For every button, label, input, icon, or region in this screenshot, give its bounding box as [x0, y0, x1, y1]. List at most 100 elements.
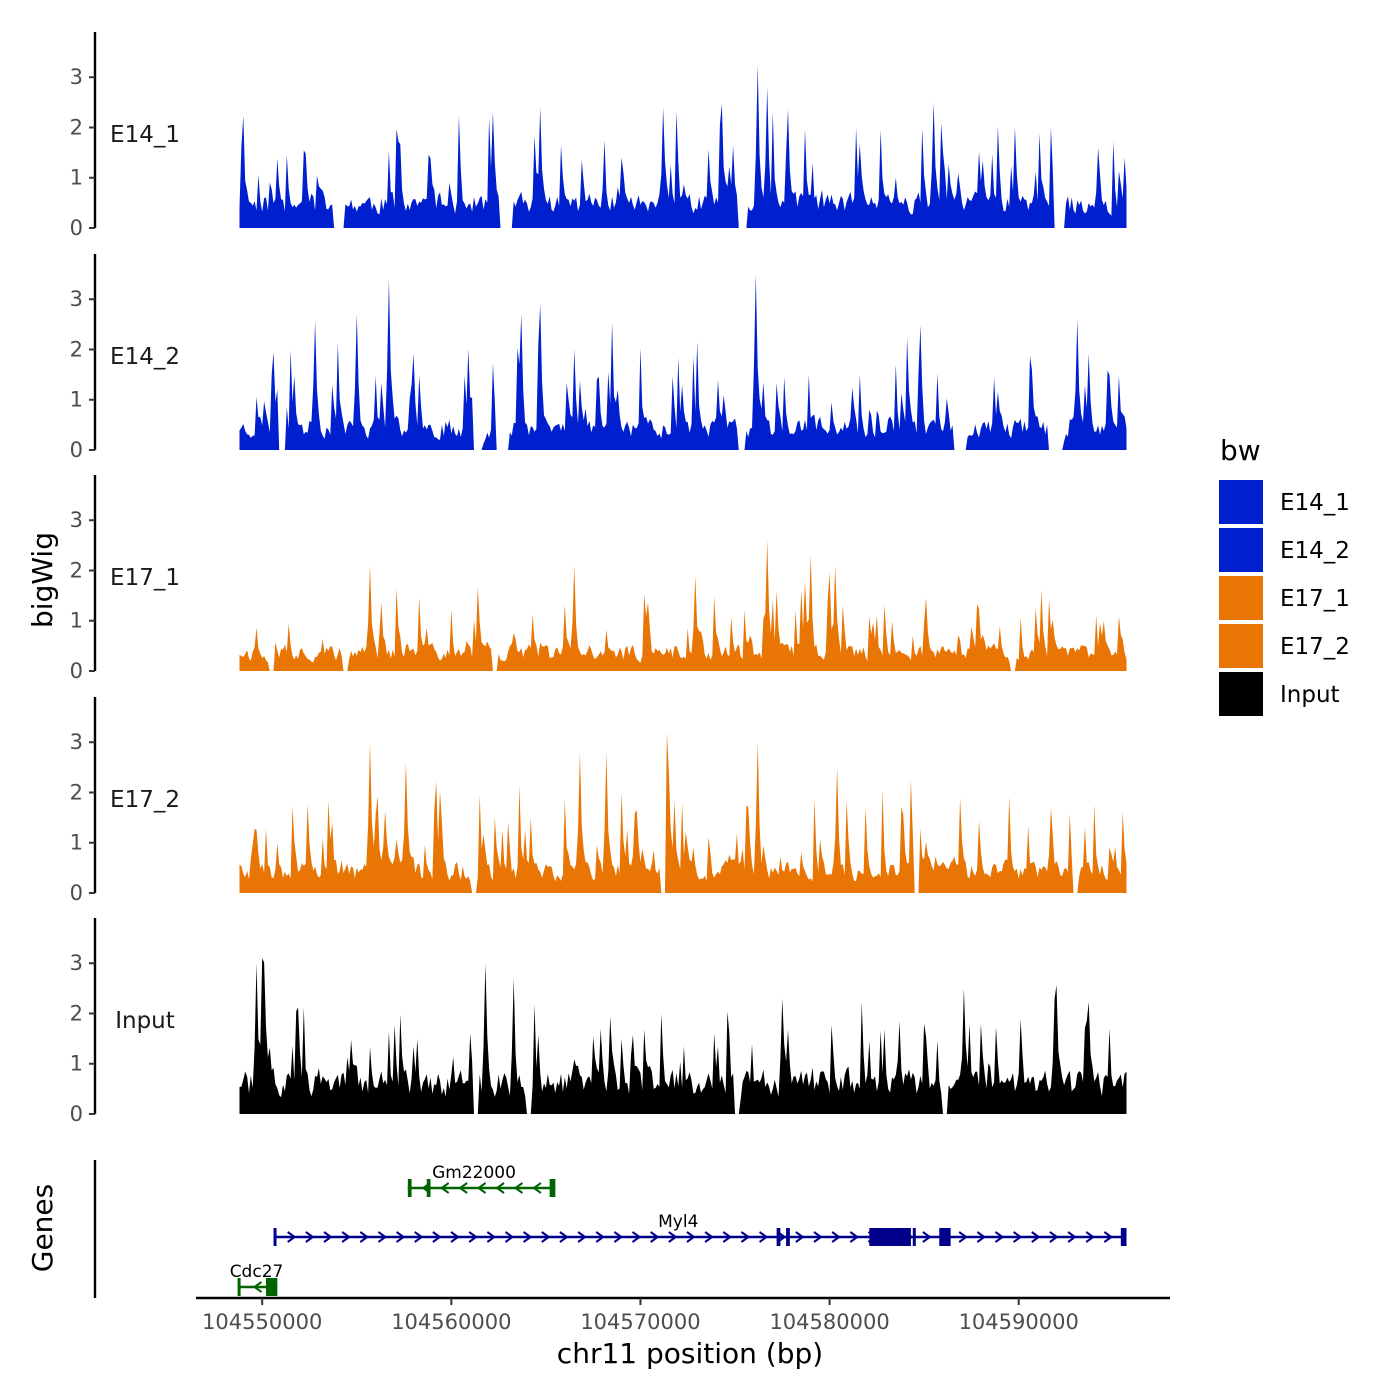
exon [912, 1228, 916, 1246]
coverage-area [239, 64, 1127, 228]
track-e14-1: 0 1 2 3 E14_1 [70, 32, 1127, 240]
y-axis-title: bigWig [26, 532, 59, 628]
strand-arrow [686, 1231, 696, 1243]
strand-arrow [1013, 1231, 1023, 1243]
strand-arrow [504, 1231, 515, 1243]
exon [549, 1179, 556, 1197]
y-tick-label: 1 [70, 831, 83, 855]
strand-arrow [468, 1231, 478, 1243]
y-tick-label: 3 [70, 65, 83, 89]
legend-key [1219, 528, 1263, 572]
strand-arrow [1085, 1231, 1095, 1243]
y-tick-label: 0 [70, 881, 83, 905]
gene-label: Cdc27 [230, 1262, 284, 1282]
strand-arrow [432, 1231, 442, 1243]
strand-arrow [532, 1182, 542, 1194]
y-tick-label: 0 [70, 216, 83, 240]
track-input: 0 1 2 3 Input [70, 918, 1127, 1126]
strand-arrow [1049, 1231, 1059, 1243]
tracks-layer: 0 1 2 3 E14_1 0 1 2 3 E14_2 0 1 2 3 E17_1 0 1 2 3 E17_2 0 1 2 3… [70, 32, 1127, 1126]
legend-key [1219, 624, 1263, 668]
strand-arrow [849, 1231, 860, 1243]
y-tick-label: 0 [70, 438, 83, 462]
legend: bw E14_1 E14_2 E17_1 E17_2 Input [1219, 434, 1350, 716]
strand-arrow [722, 1231, 732, 1243]
strand-arrow [922, 1231, 932, 1243]
y-tick-label: 3 [70, 287, 83, 311]
x-tick-label: 104580000 [769, 1310, 889, 1334]
exon [786, 1228, 790, 1246]
y-tick-label: 0 [70, 659, 83, 683]
exon [237, 1278, 241, 1296]
legend-label: E17_2 [1280, 634, 1350, 660]
gene-label: Myl4 [658, 1212, 698, 1232]
track-label: E17_1 [110, 565, 180, 591]
y-tick-label: 1 [70, 609, 83, 633]
y-tick-label: 2 [70, 115, 83, 139]
coverage-area [239, 958, 1127, 1114]
genes-axis-title: Genes [26, 1184, 59, 1272]
strand-arrow [377, 1231, 388, 1243]
strand-arrow [414, 1231, 424, 1243]
exon [273, 1228, 277, 1246]
y-tick-label: 0 [70, 1102, 83, 1126]
coverage-area [239, 274, 1127, 450]
y-tick-label: 1 [70, 166, 83, 190]
legend-key [1219, 576, 1263, 620]
track-e14-2: 0 1 2 3 E14_2 [70, 254, 1127, 462]
x-tick-label: 104590000 [959, 1310, 1079, 1334]
legend-label: E14_2 [1280, 538, 1350, 564]
strand-arrow [495, 1182, 505, 1194]
y-tick-label: 1 [70, 1052, 83, 1076]
y-tick-label: 2 [70, 1001, 83, 1025]
strand-arrow [287, 1231, 297, 1243]
gene-label: Gm22000 [432, 1163, 516, 1183]
strand-arrow [704, 1231, 714, 1243]
track-label: E14_2 [110, 344, 180, 370]
strand-arrow [758, 1231, 769, 1243]
legend-label: Input [1280, 682, 1340, 708]
strand-arrow [668, 1231, 678, 1243]
strand-arrow [395, 1231, 406, 1243]
strand-arrow [450, 1231, 460, 1243]
strand-arrow [486, 1231, 497, 1243]
x-axis-title: chr11 position (bp) [557, 1337, 823, 1370]
strand-arrow [559, 1231, 569, 1243]
x-tick-label: 104560000 [391, 1310, 511, 1334]
exon [1120, 1228, 1127, 1246]
strand-arrow [1103, 1231, 1114, 1243]
strand-arrow [252, 1281, 263, 1293]
strand-arrow [541, 1231, 551, 1243]
strand-arrow [813, 1231, 823, 1243]
coverage-area [239, 540, 1127, 671]
y-tick-label: 3 [70, 730, 83, 754]
x-tick-label: 104550000 [202, 1310, 322, 1334]
exon [265, 1278, 278, 1296]
genes-layer: Gm22000 Myl4 Cdc27 [93, 1160, 1127, 1298]
y-tick-label: 3 [70, 508, 83, 532]
legend-title: bw [1220, 434, 1261, 467]
strand-arrow [458, 1182, 468, 1194]
exon [407, 1179, 412, 1197]
strand-arrow [1067, 1231, 1077, 1243]
y-tick-label: 3 [70, 951, 83, 975]
exon [426, 1179, 431, 1197]
strand-arrow [359, 1231, 370, 1243]
strand-arrow [976, 1231, 987, 1243]
strand-arrow [476, 1182, 487, 1194]
exon [869, 1228, 911, 1246]
x-axis: 104550000 104560000 104570000 104580000 1045… [196, 1296, 1170, 1334]
strand-arrow [513, 1182, 524, 1194]
gene-myl4: Myl4 [273, 1212, 1127, 1246]
strand-arrow [439, 1182, 450, 1194]
y-tick-label: 2 [70, 558, 83, 582]
strand-arrow [1031, 1231, 1041, 1243]
strand-arrow [740, 1231, 751, 1243]
legend-key [1219, 672, 1263, 716]
track-e17-2: 0 1 2 3 E17_2 [70, 697, 1127, 905]
strand-arrow [595, 1231, 605, 1243]
legend-label: E14_1 [1280, 490, 1350, 516]
exon [939, 1228, 951, 1246]
strand-arrow [305, 1231, 315, 1243]
legend-key [1219, 480, 1263, 524]
